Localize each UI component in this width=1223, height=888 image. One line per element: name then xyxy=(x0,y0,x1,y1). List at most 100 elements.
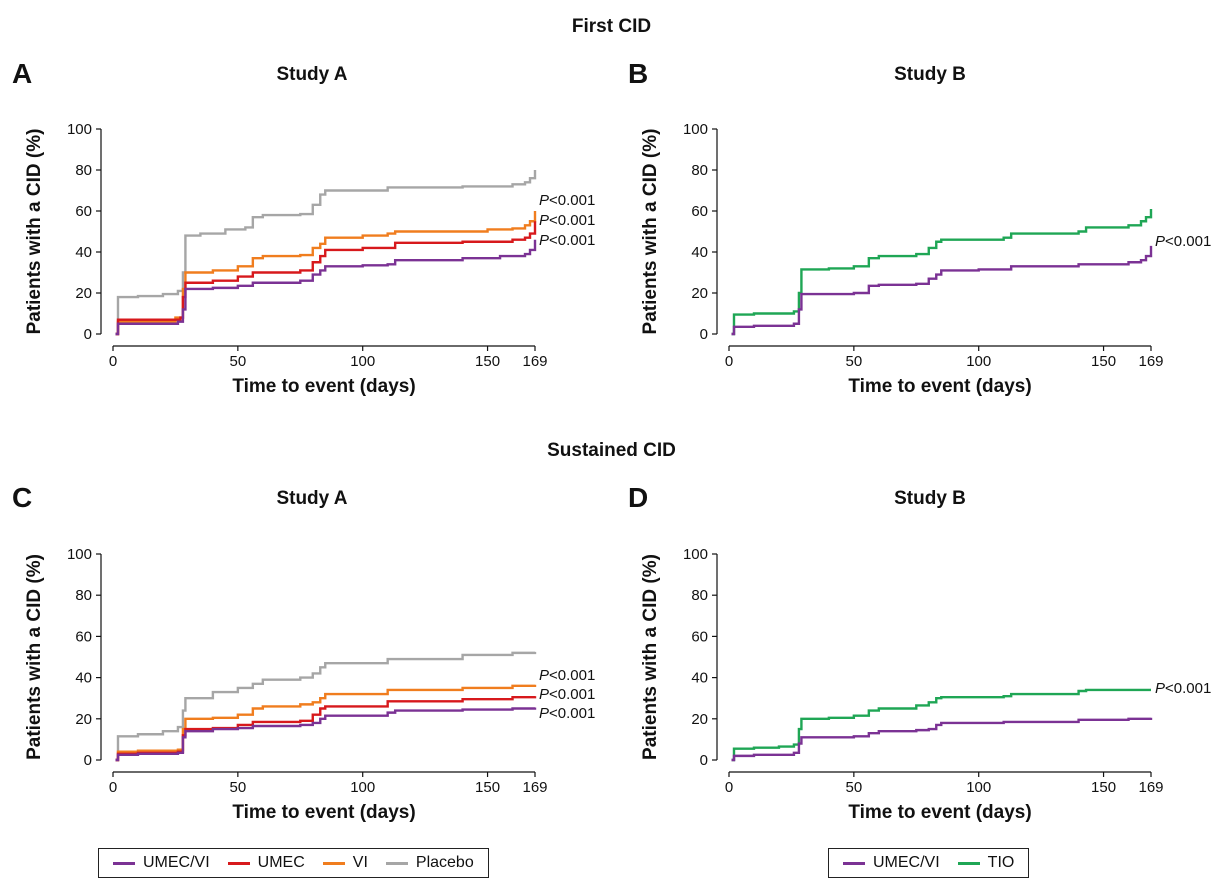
x-tick-label: 50 xyxy=(846,779,863,796)
series-line-umec-vi xyxy=(731,245,1153,336)
y-tick-label: 100 xyxy=(683,546,708,563)
legend-item-placebo: Placebo xyxy=(385,854,474,872)
p-value-annotation: P<0.001 xyxy=(539,705,595,722)
section-title-first-cid: First CID xyxy=(571,16,652,37)
y-tick-label: 100 xyxy=(683,121,708,138)
x-tick-label: 150 xyxy=(1091,779,1116,796)
legend-swatch xyxy=(385,861,408,865)
x-tick-label: 50 xyxy=(230,779,247,796)
x-tick-label: 0 xyxy=(725,779,733,796)
y-axis-label: Patients with a CID (%) xyxy=(24,129,45,335)
y-tick-label: 40 xyxy=(691,244,708,261)
y-axis-label: Patients with a CID (%) xyxy=(640,554,661,760)
series-line-placebo xyxy=(115,651,537,762)
y-tick-label: 60 xyxy=(75,203,92,220)
series-line-placebo xyxy=(115,170,537,336)
legend-item-umec-vi: UMEC/VI xyxy=(113,854,210,872)
legend-label: Placebo xyxy=(415,854,474,871)
p-value-annotation: P<0.001 xyxy=(539,232,595,249)
x-tick-label: 0 xyxy=(109,779,117,796)
y-tick-label: 0 xyxy=(700,752,708,769)
p-value-annotation: P<0.001 xyxy=(539,667,595,684)
y-tick-label: 20 xyxy=(691,711,708,728)
y-axis-label: Patients with a CID (%) xyxy=(24,554,45,760)
y-axis-label: Patients with a CID (%) xyxy=(640,129,661,335)
legend-item-vi: VI xyxy=(322,854,368,872)
p-value-annotation: P<0.001 xyxy=(539,686,595,703)
x-tick-label: 0 xyxy=(109,353,117,370)
p-value-annotation: P<0.001 xyxy=(1155,233,1211,250)
y-tick-label: 40 xyxy=(75,244,92,261)
y-tick-label: 80 xyxy=(691,587,708,604)
legend-label: VI xyxy=(352,854,368,871)
y-tick-label: 80 xyxy=(75,587,92,604)
panel-letter-c: C xyxy=(12,482,33,513)
x-tick-label: 150 xyxy=(475,779,500,796)
series-line-tio xyxy=(731,688,1151,762)
section-title-sustained-cid: Sustained CID xyxy=(547,440,676,461)
x-tick-label: 169 xyxy=(1138,779,1163,796)
y-tick-label: 20 xyxy=(75,285,92,302)
legend-label: UMEC xyxy=(257,854,305,871)
y-tick-label: 20 xyxy=(691,285,708,302)
y-tick-label: 100 xyxy=(67,121,92,138)
x-axis-label: Time to event (days) xyxy=(232,376,415,397)
series-line-umec-vi xyxy=(731,717,1153,762)
panel-title-b: Study B xyxy=(894,64,966,85)
y-tick-label: 60 xyxy=(691,628,708,645)
legend-label: UMEC/VI xyxy=(143,854,210,871)
panel-title-a: Study A xyxy=(276,64,348,85)
panel-title-c: Study A xyxy=(276,488,348,509)
panel-title-d: Study B xyxy=(894,488,966,509)
x-tick-label: 50 xyxy=(230,353,247,370)
y-tick-label: 60 xyxy=(691,203,708,220)
legend-label: UMEC/VI xyxy=(873,854,940,871)
series-line-vi xyxy=(115,684,537,762)
x-tick-label: 150 xyxy=(475,353,500,370)
x-tick-label: 169 xyxy=(522,779,547,796)
legend-item-tio: TIO xyxy=(957,854,1015,872)
panel-letter-d: D xyxy=(628,482,649,513)
x-axis-label: Time to event (days) xyxy=(232,802,415,823)
panel-letter-b: B xyxy=(628,58,649,89)
x-tick-label: 50 xyxy=(846,353,863,370)
legend-swatch xyxy=(322,861,345,865)
p-value-annotation: P<0.001 xyxy=(539,212,595,229)
x-tick-label: 150 xyxy=(1091,353,1116,370)
legend-left: UMEC/VI UMEC VI Placebo xyxy=(98,848,489,878)
y-tick-label: 60 xyxy=(75,628,92,645)
x-axis-label: Time to event (days) xyxy=(848,376,1031,397)
legend-swatch xyxy=(957,861,980,865)
x-tick-label: 100 xyxy=(966,779,991,796)
legend-swatch xyxy=(227,861,250,865)
series-line-umec-vi xyxy=(115,239,537,336)
legend-swatch xyxy=(843,861,865,865)
y-tick-label: 80 xyxy=(691,162,708,179)
x-tick-label: 169 xyxy=(1138,353,1163,370)
y-tick-label: 0 xyxy=(84,326,92,343)
p-value-annotation: P<0.001 xyxy=(539,192,595,209)
x-tick-label: 100 xyxy=(966,353,991,370)
x-tick-label: 100 xyxy=(350,779,375,796)
panel-letter-a: A xyxy=(12,58,33,89)
y-tick-label: 40 xyxy=(691,670,708,687)
y-tick-label: 0 xyxy=(84,752,92,769)
y-tick-label: 40 xyxy=(75,670,92,687)
legend-swatch xyxy=(113,861,135,865)
x-tick-label: 0 xyxy=(725,353,733,370)
legend-right: UMEC/VI TIO xyxy=(828,848,1030,878)
x-tick-label: 169 xyxy=(522,353,547,370)
y-tick-label: 100 xyxy=(67,546,92,563)
legend-label: TIO xyxy=(987,854,1015,871)
y-tick-label: 80 xyxy=(75,162,92,179)
y-tick-label: 0 xyxy=(700,326,708,343)
legend-item-umec: UMEC xyxy=(227,854,305,872)
p-value-annotation: P<0.001 xyxy=(1155,680,1211,697)
legend-item-umec-vi: UMEC/VI xyxy=(843,854,940,872)
series-line-vi xyxy=(115,211,537,336)
x-axis-label: Time to event (days) xyxy=(848,802,1031,823)
